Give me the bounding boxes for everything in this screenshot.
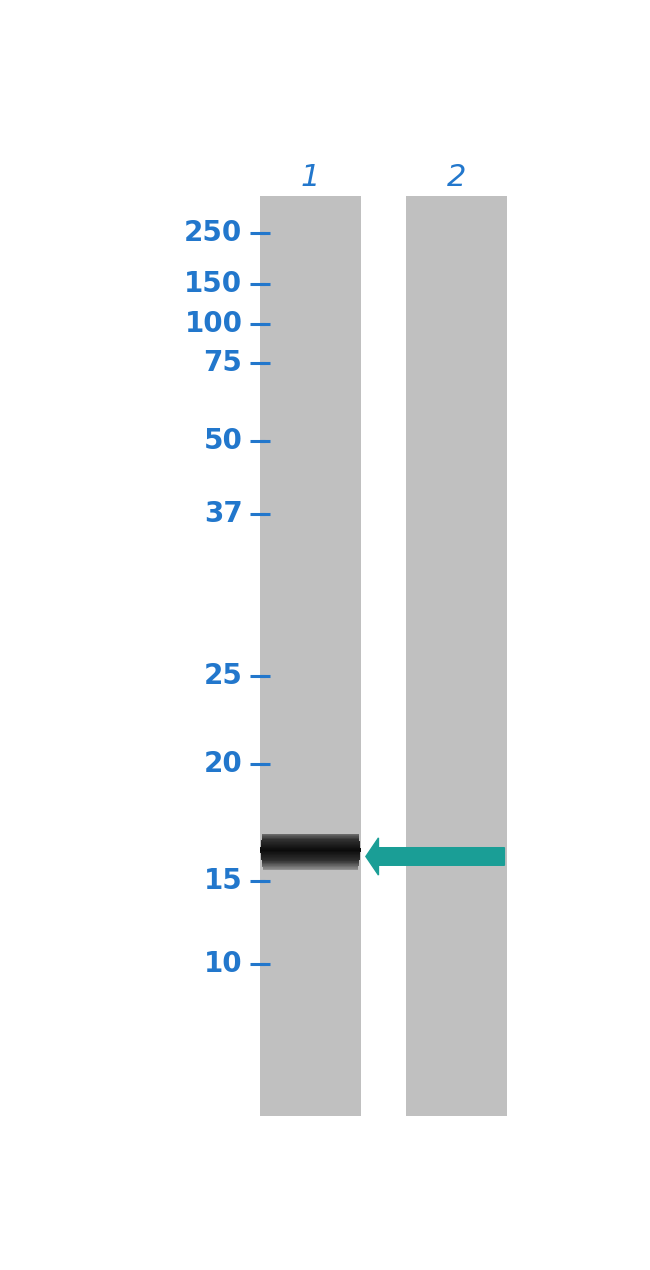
Text: 10: 10 [204, 950, 242, 978]
Text: 37: 37 [203, 500, 242, 528]
Text: 1: 1 [301, 164, 320, 192]
Text: 75: 75 [203, 349, 242, 377]
Text: 2: 2 [447, 164, 466, 192]
Text: 20: 20 [203, 749, 242, 777]
Text: 25: 25 [203, 662, 242, 690]
Text: 50: 50 [203, 427, 242, 455]
Text: 100: 100 [185, 310, 242, 338]
Bar [260, 197, 361, 1115]
Text: 150: 150 [185, 271, 242, 298]
FancyArrow shape [366, 838, 504, 875]
Text: 250: 250 [184, 218, 242, 246]
Text: 15: 15 [203, 867, 242, 895]
Bar [406, 197, 507, 1115]
